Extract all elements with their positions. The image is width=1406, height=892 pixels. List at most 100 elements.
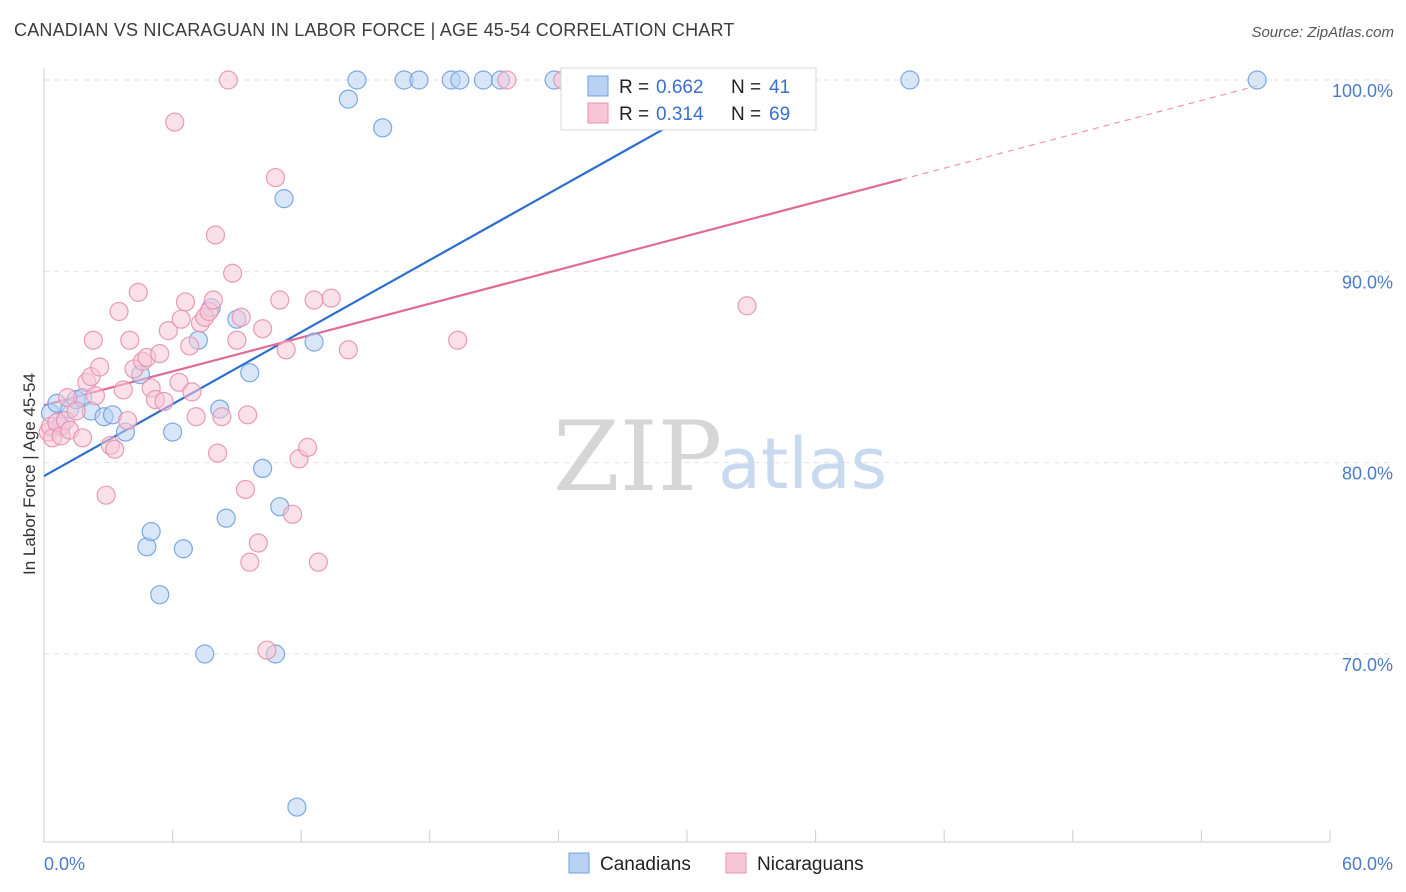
nicaraguan-point-65 [448,330,468,350]
nicaraguan-point-49 [235,479,256,500]
legend-n-label-2: N = [731,104,761,125]
nicaraguan-point-64 [338,340,358,360]
canadian-point-15 [173,539,193,559]
x-tick-label-min: 0.0% [44,854,85,874]
nicaraguan-point-34 [175,292,196,312]
y-tick-labels: 70.0% 80.0% 90.0% 100.0% [1332,81,1393,675]
canadian-point-31 [373,118,393,138]
nicaraguan-point-21 [120,330,140,350]
nicaraguan-point-28 [150,344,170,364]
canadian-point-33 [409,70,429,90]
source-note: Source: ZipAtlas.com [1251,24,1394,41]
legend-swatch-nicaraguans [587,102,609,124]
canadian-point-29 [338,89,358,109]
nicaraguan-point-66 [497,70,517,90]
canadian-point-39 [900,70,920,90]
nicaraguan-point-58 [283,504,303,524]
y-tick-label-100: 100.0% [1332,81,1393,101]
nicaraguan-point-19 [113,380,133,400]
canadian-point-27 [287,797,307,817]
legend-n-label-1: N = [731,77,761,98]
canadian-point-36 [473,70,493,90]
nicaraguan-point-12 [83,330,103,350]
legend-swatch-canadians [587,75,609,97]
nicaraguan-point-41 [203,290,223,310]
nicaraguan-point-13 [85,386,106,406]
nicaraguan-point-62 [308,552,328,572]
canadian-point-28 [304,332,324,352]
nicaraguan-point-17 [105,439,125,459]
nicaraguan-point-46 [223,263,243,283]
nicaraguan-point-36 [182,382,202,402]
legend-n-value-2: 69 [769,104,790,125]
series-legend: Canadians Nicaraguans [568,852,864,875]
nicaraguan-trendline-extension [901,85,1258,181]
nicaraguan-point-56 [270,290,290,310]
nicaraguan-point-6 [57,388,78,408]
watermark-zip: ZIP [553,401,722,513]
nicaraguan-point-52 [248,533,268,553]
legend-r-label-2: R = [619,104,649,125]
canadian-point-30 [347,70,367,90]
canadian-point-35 [450,70,470,90]
nicaraguan-point-8 [66,401,86,421]
chart-title: CANADIAN VS NICARAGUAN IN LABOR FORCE | … [14,20,735,40]
series-swatch-canadians [568,852,590,874]
nicaraguan-point-35 [180,336,200,356]
y-tick-label-90: 90.0% [1342,272,1393,292]
legend: R = 0.662 N = 41 R = 0.314 N = 69 [560,67,817,131]
nicaraguan-point-47 [227,330,247,350]
nicaraguan-point-37 [186,407,206,427]
legend-r-label-1: R = [619,77,649,98]
y-tick-label-70: 70.0% [1342,655,1393,675]
nicaraguan-point-50 [238,405,258,425]
series-swatch-nicaraguans [725,852,747,874]
legend-r-value-2: 0.314 [656,104,704,125]
x-ticks [43,830,1331,842]
canadian-point-22 [240,363,260,383]
nicaraguan-point-54 [257,640,277,660]
canadian-point-13 [150,585,170,605]
canadian-point-12 [141,521,161,542]
canadian-point-23 [253,458,273,479]
nicaraguan-point-23 [128,282,148,302]
nicaraguan-point-43 [208,443,228,463]
nicaraguan-point-61 [304,290,324,310]
nicaraguan-trendline [43,178,902,407]
series-label-nicaraguans: Nicaraguans [757,854,864,875]
nicaraguan-point-63 [321,288,341,308]
nicaraguan-point-14 [90,357,110,377]
canadian-point-26 [274,189,294,209]
nicaraguan-point-51 [240,552,260,572]
watermark: ZIP atlas [553,401,887,513]
nicaraguan-point-57 [276,340,296,360]
nicaraguan-point-30 [158,321,178,341]
nicaraguan-point-20 [117,410,138,431]
x-tick-label-max: 60.0% [1342,854,1393,874]
nicaraguan-point-68 [737,296,757,316]
nicaraguan-point-55 [265,167,286,188]
nicaraguan-point-15 [96,485,116,505]
canadian-point-20 [216,508,236,528]
canadian-point-17 [195,644,215,664]
nicaraguan-point-18 [109,301,129,322]
nicaraguan-point-53 [253,319,273,339]
nicaraguan-point-9 [72,428,93,448]
nicaraguan-point-44 [212,407,232,427]
nicaraguan-point-31 [165,112,185,132]
nicaraguan-point-33 [171,309,191,329]
nicaraguan-point-42 [205,225,226,245]
watermark-atlas: atlas [718,423,887,505]
nicaraguan-point-32 [169,372,189,392]
nicaraguan-point-48 [231,307,251,327]
nicaraguan-point-45 [218,70,238,90]
nicaraguan-point-60 [298,437,318,457]
canadian-point-40 [1247,70,1267,90]
y-tick-label-80: 80.0% [1342,464,1393,484]
series-label-canadians: Canadians [600,854,691,875]
nicaraguan-point-29 [154,391,174,412]
canadian-point-14 [163,422,183,442]
data-points [38,70,1267,817]
legend-n-value-1: 41 [769,77,790,98]
